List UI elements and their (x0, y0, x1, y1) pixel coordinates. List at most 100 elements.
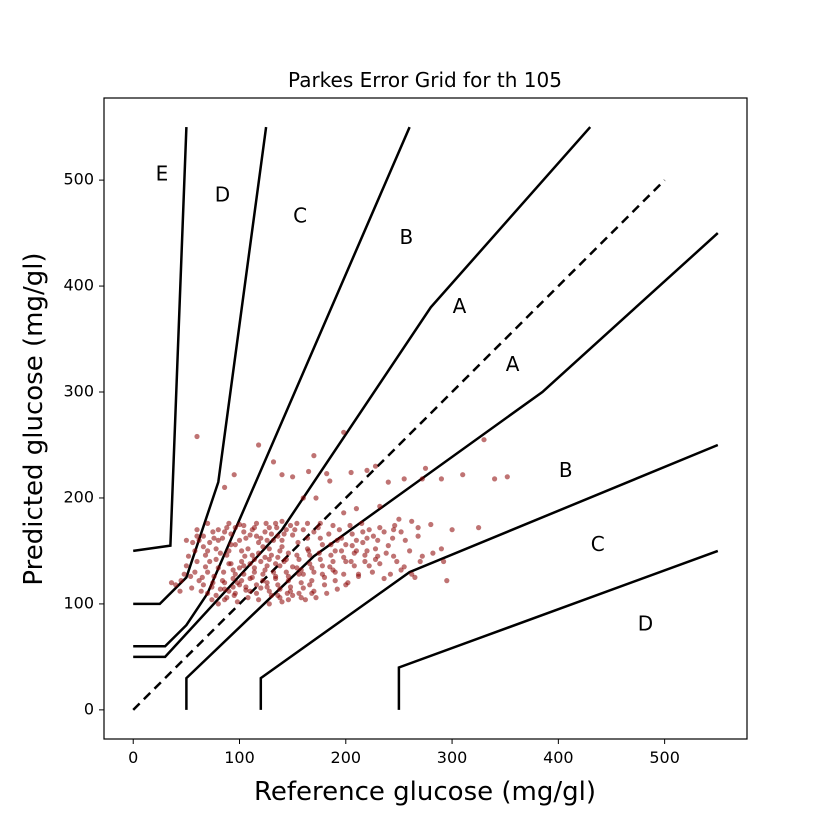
data-point (181, 571, 187, 577)
data-point (430, 550, 436, 556)
zone-label-e: E (156, 161, 169, 185)
data-point (253, 533, 260, 539)
data-point (226, 520, 232, 527)
data-point (419, 553, 425, 559)
data-point (304, 520, 311, 527)
data-point (359, 520, 365, 527)
data-point (277, 595, 283, 601)
data-point (401, 564, 407, 570)
data-point (241, 571, 247, 577)
data-point (264, 580, 270, 586)
data-point (192, 569, 198, 575)
data-point (279, 599, 285, 605)
data-point (313, 595, 319, 601)
data-point (247, 532, 253, 538)
data-point (391, 553, 397, 559)
data-point (205, 590, 211, 596)
data-point (232, 590, 238, 596)
data-point (348, 469, 354, 476)
data-point (198, 588, 204, 594)
x-tick-label: 200 (331, 748, 362, 767)
data-point (226, 548, 232, 554)
data-point (319, 542, 325, 548)
data-point (275, 554, 281, 560)
data-point (287, 584, 294, 590)
data-point (251, 569, 257, 575)
data-point (249, 552, 255, 558)
data-point (504, 474, 510, 480)
data-point (300, 571, 306, 577)
data-point (327, 564, 333, 570)
data-point (232, 525, 238, 531)
data-point (317, 556, 323, 563)
data-point (401, 476, 407, 482)
data-point (243, 584, 249, 590)
data-point (260, 571, 266, 577)
data-point (263, 520, 269, 527)
data-point (341, 571, 347, 577)
data-point (309, 590, 315, 596)
data-point (324, 590, 330, 596)
data-point (266, 556, 272, 563)
data-point (381, 575, 387, 582)
data-point (194, 533, 200, 539)
data-point (207, 539, 213, 546)
y-axis-label: Predicted glucose (mg/gl) (19, 252, 49, 585)
data-point (298, 595, 304, 601)
data-point (398, 529, 404, 535)
data-point (230, 575, 236, 582)
data-point (224, 525, 230, 531)
data-point (377, 561, 383, 567)
data-point (285, 573, 291, 580)
data-point (417, 558, 423, 565)
data-point (185, 553, 192, 559)
data-point (372, 556, 379, 563)
x-tick-label: 500 (649, 748, 680, 767)
data-point (364, 548, 370, 554)
data-point (296, 571, 302, 577)
data-point (241, 529, 247, 535)
data-point (270, 537, 277, 543)
data-point (219, 535, 226, 541)
data-point (215, 537, 221, 543)
data-point (319, 563, 325, 569)
data-point (351, 563, 357, 569)
data-point (307, 552, 313, 558)
data-point (441, 558, 447, 565)
data-point (372, 546, 379, 552)
data-point (245, 546, 251, 552)
zone-label-d: D (215, 183, 230, 207)
data-point (266, 546, 272, 552)
data-point (196, 578, 202, 584)
data-point (347, 522, 353, 529)
data-point (194, 433, 200, 440)
data-point (362, 552, 368, 558)
data-point (253, 582, 260, 588)
data-point (234, 580, 240, 586)
zone-label-b: B (400, 225, 414, 249)
data-point (385, 543, 391, 549)
data-point (317, 535, 323, 541)
data-point (330, 522, 336, 529)
data-point (177, 588, 183, 594)
data-point (438, 546, 444, 552)
data-point (253, 590, 260, 596)
data-point (313, 495, 319, 501)
data-point (360, 529, 366, 535)
data-point (219, 578, 226, 584)
data-point (355, 573, 362, 580)
data-point (224, 595, 230, 601)
zone-label-b: B (559, 458, 573, 482)
data-point (277, 548, 283, 554)
data-point (396, 516, 402, 522)
zone-label-a: A (453, 294, 467, 318)
data-point (196, 537, 202, 543)
data-point (300, 495, 306, 501)
data-point (302, 597, 308, 603)
data-point (444, 578, 450, 584)
data-point (236, 565, 243, 571)
data-point (189, 585, 195, 591)
data-point (199, 574, 205, 581)
data-point (274, 525, 280, 531)
